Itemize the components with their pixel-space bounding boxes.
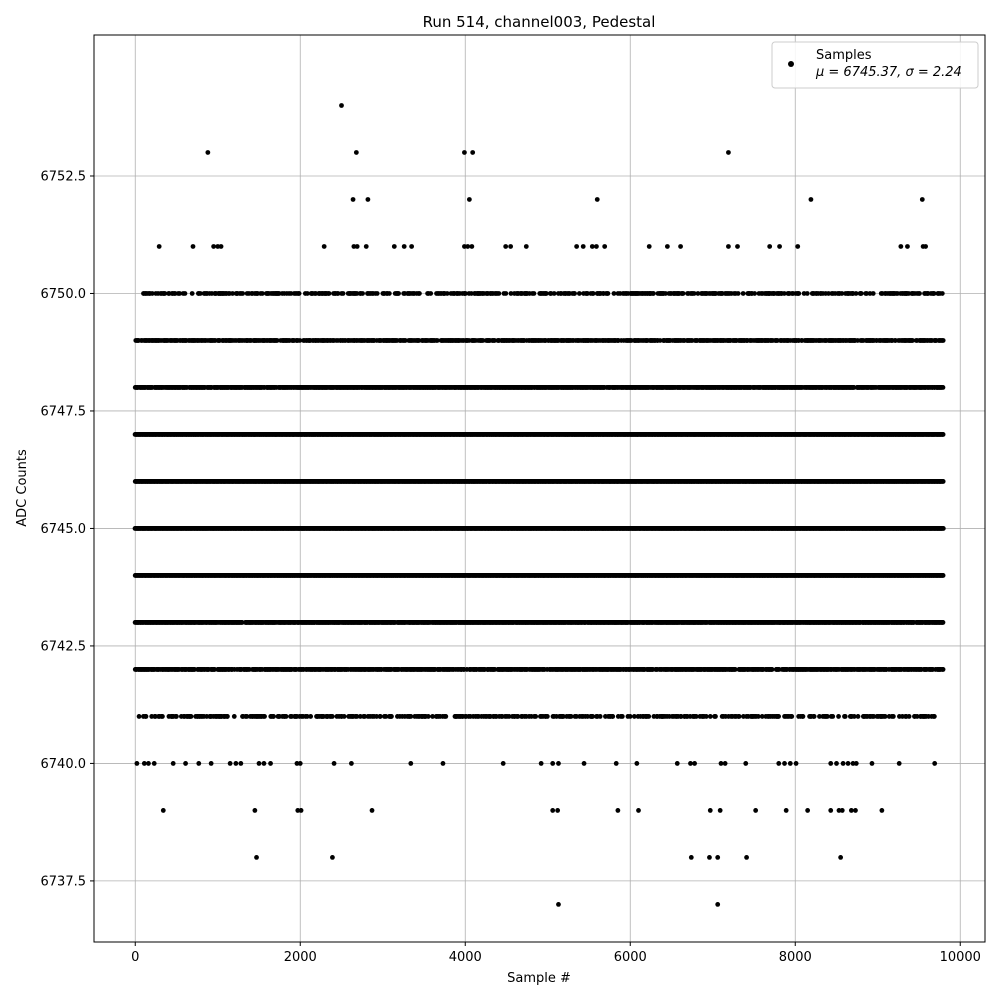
- sample-point: [940, 526, 946, 531]
- sample-point: [940, 573, 946, 578]
- sample-point: [940, 479, 946, 484]
- sample-point: [940, 620, 946, 625]
- points-layer: [132, 103, 946, 907]
- chart-title: Run 514, channel003, Pedestal: [423, 13, 656, 31]
